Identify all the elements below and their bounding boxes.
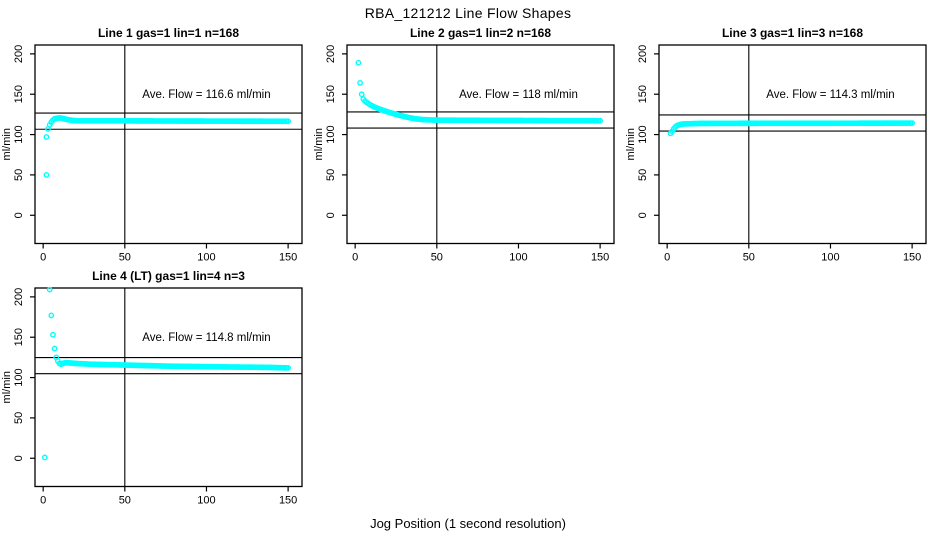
- y-tick-label: 150: [13, 328, 25, 346]
- y-tick-label: 50: [13, 169, 25, 181]
- x-tick-label: 0: [352, 252, 358, 264]
- y-tick-label: 0: [637, 212, 649, 218]
- y-tick-label: 100: [13, 125, 25, 143]
- x-tick-label: 50: [431, 252, 443, 264]
- outlier-point: [358, 91, 365, 98]
- x-tick-label: 100: [509, 252, 527, 264]
- outlier-point: [46, 286, 53, 293]
- page-title: RBA_121212 Line Flow Shapes: [364, 5, 572, 21]
- outlier-point: [43, 134, 50, 140]
- ave-flow-annotation: Ave. Flow = 118 ml/min: [459, 89, 578, 101]
- outlier-point: [357, 80, 363, 86]
- x-tick-label: 100: [821, 252, 839, 264]
- x-tick-label: 50: [119, 495, 131, 507]
- y-tick-label: 0: [325, 212, 337, 218]
- subplot-title: Line 1 gas=1 lin=1 n=168: [98, 26, 239, 40]
- plot-box: [346, 44, 615, 245]
- data-points-group: [355, 59, 604, 124]
- x-axis-label: Jog Position (1 second resolution): [370, 516, 566, 531]
- y-tick-label: 200: [325, 45, 337, 63]
- y-tick-label: 200: [13, 288, 25, 306]
- data-point: [285, 118, 292, 125]
- x-tick-label: 0: [40, 495, 46, 507]
- ave-flow-annotation: Ave. Flow = 114.8 ml/min: [142, 332, 270, 344]
- x-tick-label: 50: [119, 252, 131, 264]
- data-points-group: [43, 115, 292, 178]
- x-tick-label: 150: [279, 495, 297, 507]
- ave-flow-annotation: Ave. Flow = 114.3 ml/min: [766, 89, 894, 101]
- y-tick-label: 200: [13, 45, 25, 63]
- data-points-group: [667, 120, 916, 137]
- x-tick-label: 150: [903, 252, 921, 264]
- x-tick-label: 100: [197, 252, 215, 264]
- data-point: [597, 117, 604, 124]
- y-tick-label: 150: [637, 85, 649, 103]
- ave-flow-annotation: Ave. Flow = 116.6 ml/min: [142, 89, 270, 101]
- plot-box: [34, 44, 303, 245]
- subplot-line-2: 0 50 100 150 0 50 100 150 200 ml/min Line 2 gas=1 …: [313, 26, 615, 264]
- subplot-title: Line 2 gas=1 lin=2 n=168: [410, 26, 551, 40]
- y-axis-label: ml/min: [313, 128, 325, 160]
- y-axis-label: ml/min: [625, 128, 637, 160]
- subplot-title: Line 4 (LT) gas=1 lin=4 n=3: [92, 269, 245, 283]
- x-tick-label: 0: [664, 252, 670, 264]
- x-tick-label: 150: [279, 252, 297, 264]
- y-tick-label: 150: [325, 85, 337, 103]
- y-tick-label: 150: [13, 85, 25, 103]
- y-tick-label: 200: [637, 45, 649, 63]
- y-tick-label: 0: [13, 212, 25, 218]
- x-tick-label: 0: [40, 252, 46, 264]
- subplot-line-3: 0 50 100 150 0 50 100 150 200 ml/min Line 3 gas=1 …: [625, 26, 927, 264]
- y-tick-label: 100: [13, 368, 25, 386]
- y-tick-label: 50: [637, 169, 649, 181]
- x-tick-label: 150: [591, 252, 609, 264]
- subplot-title: Line 3 gas=1 lin=3 n=168: [722, 26, 863, 40]
- y-tick-label: 100: [325, 125, 337, 143]
- outlier-point: [53, 354, 60, 361]
- plot-box: [34, 287, 303, 488]
- y-axis-label: ml/min: [1, 128, 13, 160]
- subplot-line-4: 0 50 100 150 0 50 100 150 200 ml/min Line 4 (LT) g…: [1, 269, 303, 507]
- outlier-point: [41, 454, 48, 461]
- plot-box: [658, 44, 927, 245]
- x-tick-label: 50: [743, 252, 755, 264]
- y-tick-label: 50: [325, 169, 337, 181]
- outlier-point: [48, 312, 55, 319]
- y-tick-label: 0: [13, 455, 25, 461]
- data-points-group: [41, 286, 292, 461]
- x-tick-label: 100: [197, 495, 215, 507]
- data-point: [285, 364, 292, 371]
- y-axis-label: ml/min: [1, 371, 13, 403]
- subplot-line-1: 0 50 100 150 0 50 100 150 200 ml/min Line 1 gas=1 …: [1, 26, 303, 264]
- data-point: [909, 120, 916, 127]
- outlier-point: [43, 172, 50, 178]
- y-tick-label: 50: [13, 412, 25, 424]
- y-tick-label: 100: [637, 125, 649, 143]
- outlier-point: [51, 345, 58, 352]
- outlier-point: [50, 331, 56, 338]
- outlier-point: [355, 59, 362, 66]
